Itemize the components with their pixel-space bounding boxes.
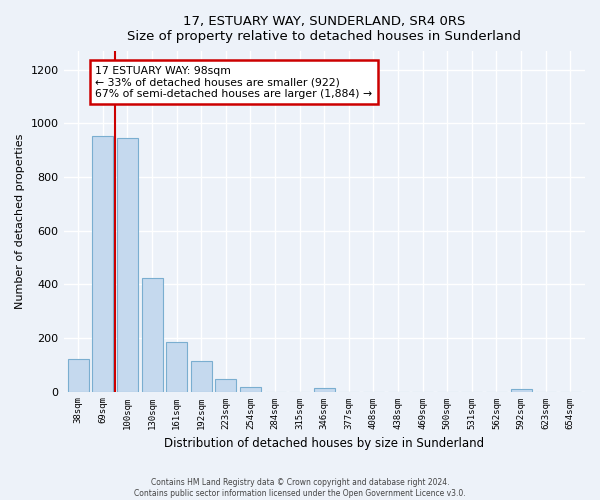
Bar bbox=[142, 278, 163, 392]
Text: Contains HM Land Registry data © Crown copyright and database right 2024.
Contai: Contains HM Land Registry data © Crown c… bbox=[134, 478, 466, 498]
Text: 17 ESTUARY WAY: 98sqm
← 33% of detached houses are smaller (922)
67% of semi-det: 17 ESTUARY WAY: 98sqm ← 33% of detached … bbox=[95, 66, 372, 99]
Bar bbox=[215, 379, 236, 392]
Bar bbox=[511, 389, 532, 392]
Bar bbox=[92, 136, 113, 392]
Bar bbox=[166, 342, 187, 392]
X-axis label: Distribution of detached houses by size in Sunderland: Distribution of detached houses by size … bbox=[164, 437, 484, 450]
Bar bbox=[68, 360, 89, 392]
Y-axis label: Number of detached properties: Number of detached properties bbox=[15, 134, 25, 309]
Bar bbox=[314, 388, 335, 392]
Bar bbox=[191, 362, 212, 392]
Bar bbox=[117, 138, 138, 392]
Bar bbox=[240, 386, 261, 392]
Title: 17, ESTUARY WAY, SUNDERLAND, SR4 0RS
Size of property relative to detached house: 17, ESTUARY WAY, SUNDERLAND, SR4 0RS Siz… bbox=[127, 15, 521, 43]
